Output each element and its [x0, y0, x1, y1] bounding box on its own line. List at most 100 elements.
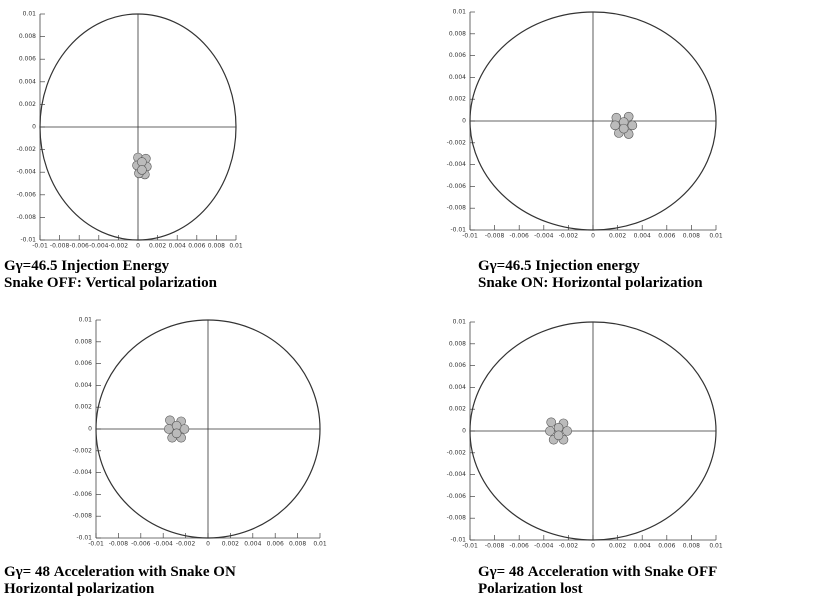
- y-tick-label: 0.004: [75, 382, 92, 389]
- x-tick-label: 0.01: [709, 233, 723, 240]
- point: [546, 417, 556, 428]
- y-tick-label: 0.01: [453, 319, 467, 326]
- x-tick-label: -0.008: [485, 543, 505, 550]
- x-tick-label: -0.008: [50, 243, 70, 250]
- y-tick-label: 0.01: [453, 9, 467, 16]
- point: [553, 430, 564, 441]
- x-tick-label: -0.004: [534, 233, 554, 240]
- x-tick-label: -0.01: [32, 243, 48, 250]
- x-tick-label: -0.006: [510, 543, 530, 550]
- x-tick-label: 0.004: [634, 543, 651, 550]
- x-tick-label: -0.006: [70, 243, 90, 250]
- y-tick-label: 0.008: [449, 30, 466, 37]
- x-tick-label: -0.002: [109, 243, 129, 250]
- x-tick-label: -0.01: [462, 543, 478, 550]
- x-tick-label: 0: [591, 543, 595, 550]
- x-tick-label: 0.008: [208, 243, 225, 250]
- x-tick-label: 0.004: [169, 243, 186, 250]
- y-tick-label: 0.002: [75, 404, 92, 411]
- y-tick-label: -0.008: [447, 515, 467, 522]
- y-tick-label: -0.002: [447, 449, 467, 456]
- y-tick-label: 0.008: [19, 33, 36, 40]
- x-tick-label: -0.01: [88, 541, 104, 548]
- y-tick-label: -0.002: [447, 139, 467, 146]
- y-tick-label: -0.01: [20, 237, 36, 244]
- x-tick-label: 0.006: [658, 233, 675, 240]
- x-tick-label: -0.008: [109, 541, 129, 548]
- y-tick-label: -0.006: [17, 191, 37, 198]
- caption-line: Gγ= 48 Acceleration with Snake OFF: [478, 564, 717, 580]
- x-tick-label: -0.004: [534, 543, 554, 550]
- y-tick-label: -0.008: [447, 205, 467, 212]
- point: [171, 428, 182, 439]
- point: [627, 120, 638, 131]
- y-tick-label: 0: [88, 426, 92, 433]
- x-tick-label: 0: [206, 541, 210, 548]
- caption-line: Gγ=46.5 Injection energy: [478, 258, 640, 274]
- y-tick-label: -0.006: [447, 493, 467, 500]
- x-tick-label: 0.008: [289, 541, 306, 548]
- point: [545, 426, 555, 436]
- x-tick-label: 0.006: [658, 543, 675, 550]
- x-tick-label: 0.006: [188, 243, 205, 250]
- x-tick-label: -0.002: [559, 233, 579, 240]
- x-tick-label: -0.006: [510, 233, 530, 240]
- x-tick-label: 0.01: [229, 243, 243, 250]
- x-tick-label: 0.004: [634, 233, 651, 240]
- y-tick-label: 0.006: [449, 362, 466, 369]
- y-tick-label: 0: [462, 428, 466, 435]
- x-tick-label: 0.002: [222, 541, 239, 548]
- caption-line: Snake ON: Horizontal polarization: [478, 275, 703, 291]
- point: [562, 426, 572, 436]
- y-tick-label: 0.004: [449, 74, 466, 81]
- y-tick-label: 0: [32, 124, 36, 131]
- y-tick-label: 0.006: [75, 360, 92, 367]
- x-tick-label: 0.002: [609, 233, 626, 240]
- y-tick-label: 0.01: [23, 11, 37, 18]
- x-tick-label: -0.006: [131, 541, 151, 548]
- y-tick-label: 0.006: [449, 52, 466, 59]
- x-tick-label: 0.01: [709, 543, 723, 550]
- y-tick-label: -0.004: [447, 161, 467, 168]
- point: [137, 165, 147, 175]
- x-tick-label: 0.008: [683, 233, 700, 240]
- x-tick-label: -0.004: [89, 243, 109, 250]
- y-tick-label: -0.008: [17, 214, 37, 221]
- y-tick-label: 0.008: [75, 338, 92, 345]
- x-tick-label: 0.004: [244, 541, 261, 548]
- caption-line: Snake OFF: Vertical polarization: [4, 275, 218, 291]
- y-tick-label: 0.002: [19, 101, 36, 108]
- y-tick-label: -0.004: [17, 169, 37, 176]
- x-tick-label: -0.002: [559, 543, 579, 550]
- y-tick-label: 0.004: [19, 78, 36, 85]
- y-tick-label: 0.002: [449, 96, 466, 103]
- y-tick-label: -0.01: [76, 535, 92, 542]
- point: [610, 120, 620, 131]
- x-tick-label: -0.004: [154, 541, 174, 548]
- y-tick-label: -0.006: [73, 491, 93, 498]
- y-tick-label: -0.004: [447, 471, 467, 478]
- y-tick-label: 0: [462, 118, 466, 125]
- x-tick-label: 0: [136, 243, 140, 250]
- x-tick-label: 0: [591, 233, 595, 240]
- x-tick-label: 0.006: [267, 541, 284, 548]
- caption-line: Horizontal polarization: [4, 581, 155, 597]
- y-tick-label: -0.004: [73, 469, 93, 476]
- y-tick-label: 0.01: [79, 317, 93, 324]
- x-tick-label: 0.002: [149, 243, 166, 250]
- y-tick-label: 0.004: [449, 384, 466, 391]
- y-tick-label: 0.008: [449, 340, 466, 347]
- y-tick-label: -0.01: [450, 537, 466, 544]
- x-tick-label: -0.008: [485, 233, 505, 240]
- y-tick-label: -0.01: [450, 227, 466, 234]
- caption-line: Gγ= 48 Acceleration with Snake ON: [4, 564, 236, 580]
- x-tick-label: 0.008: [683, 543, 700, 550]
- y-tick-label: -0.006: [447, 183, 467, 190]
- y-tick-label: 0.002: [449, 406, 466, 413]
- x-tick-label: 0.01: [313, 541, 327, 548]
- caption-line: Polarization lost: [478, 581, 583, 597]
- caption-line: Gγ=46.5 Injection Energy: [4, 258, 170, 274]
- x-tick-label: -0.01: [462, 233, 478, 240]
